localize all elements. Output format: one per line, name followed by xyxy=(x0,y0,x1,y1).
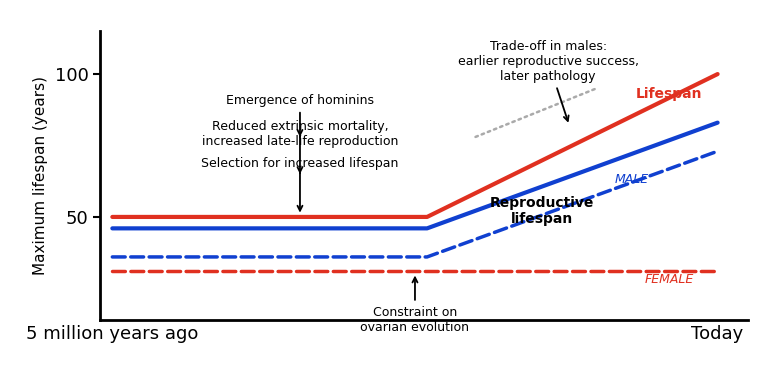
Text: MALE: MALE xyxy=(614,173,649,186)
Text: Constraint on
ovarian evolution: Constraint on ovarian evolution xyxy=(361,277,470,333)
Text: FEMALE: FEMALE xyxy=(645,273,694,286)
Text: Emergence of hominins: Emergence of hominins xyxy=(226,94,374,211)
Y-axis label: Maximum lifespan (years): Maximum lifespan (years) xyxy=(32,76,48,275)
Text: Reduced extrinsic mortality,
increased late-life reproduction: Reduced extrinsic mortality, increased l… xyxy=(202,120,398,148)
Text: Reproductive
lifespan: Reproductive lifespan xyxy=(490,196,594,226)
Text: Trade-off in males:
earlier reproductive success,
later pathology: Trade-off in males: earlier reproductive… xyxy=(458,40,638,121)
Text: Lifespan: Lifespan xyxy=(636,87,702,101)
Text: Selection for increased lifespan: Selection for increased lifespan xyxy=(201,157,399,173)
